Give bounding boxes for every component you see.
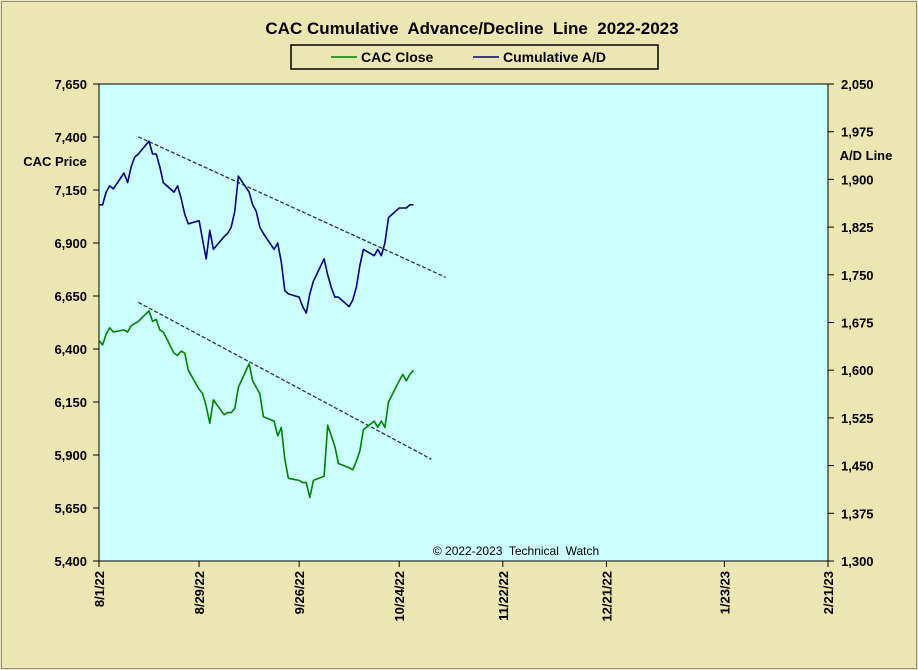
left-tick-label: 7,400 [54, 130, 87, 145]
legend-label-ad: Cumulative A/D [503, 49, 606, 65]
x-tick-label: 10/24/22 [392, 571, 407, 622]
chart-title: CAC Cumulative Advance/Decline Line 2022… [265, 19, 678, 38]
x-tick-label: 11/22/22 [496, 571, 511, 621]
left-axis-label: CAC Price [23, 154, 87, 169]
x-axis-ticks: 8/1/22 8/29/22 9/26/22 10/24/22 11/22/22 12/2… [92, 561, 836, 622]
trendlines [138, 136, 446, 460]
right-tick-label: 1,525 [841, 411, 874, 426]
right-tick-label: 1,750 [841, 268, 874, 283]
left-tick-label: 7,650 [54, 77, 87, 92]
x-tick-label: 9/26/22 [292, 571, 307, 614]
left-tick-label: 5,900 [54, 448, 87, 463]
left-tick-label: 6,150 [54, 395, 87, 410]
right-tick-label: 1,450 [841, 459, 874, 474]
left-tick-label: 6,900 [54, 236, 87, 251]
plot-area [98, 83, 829, 562]
right-tick-label: 1,300 [841, 554, 874, 569]
copyright-watermark: © 2022-2023 Technical Watch [433, 544, 599, 558]
right-tick-label: 1,600 [841, 363, 874, 378]
x-tick-label: 1/23/23 [717, 571, 732, 614]
ad-trendline [138, 136, 446, 278]
close-trendline [138, 301, 432, 460]
left-tick-label: 7,150 [54, 183, 87, 198]
legend-label-close: CAC Close [361, 49, 434, 65]
x-tick-label: 12/21/22 [599, 571, 614, 622]
legend: CAC Close Cumulative A/D [290, 44, 659, 70]
right-tick-label: 1,825 [841, 220, 874, 235]
right-axis-ticks: 1,300 1,375 1,450 1,525 1,600 1,675 1,750 1,825… [828, 77, 874, 569]
cumulative-ad-line [99, 140, 414, 314]
right-tick-label: 1,675 [841, 316, 874, 331]
right-tick-label: 1,375 [841, 506, 874, 521]
cac-close-line [98, 309, 415, 499]
left-axis-ticks: 5,400 5,650 5,900 6,150 6,400 6,650 6,900 7,150… [54, 77, 99, 569]
x-tick-label: 2/21/23 [821, 571, 836, 614]
left-tick-label: 6,400 [54, 342, 87, 357]
right-tick-label: 2,050 [841, 77, 874, 92]
x-tick-label: 8/29/22 [192, 571, 207, 614]
series-lines [98, 140, 415, 499]
right-axis-label: A/D Line [840, 148, 893, 163]
left-tick-label: 5,650 [54, 501, 87, 516]
left-tick-label: 6,650 [54, 289, 87, 304]
right-tick-label: 1,975 [841, 125, 874, 140]
right-tick-label: 1,900 [841, 172, 874, 187]
left-tick-label: 5,400 [54, 554, 87, 569]
x-tick-label: 8/1/22 [92, 571, 107, 607]
